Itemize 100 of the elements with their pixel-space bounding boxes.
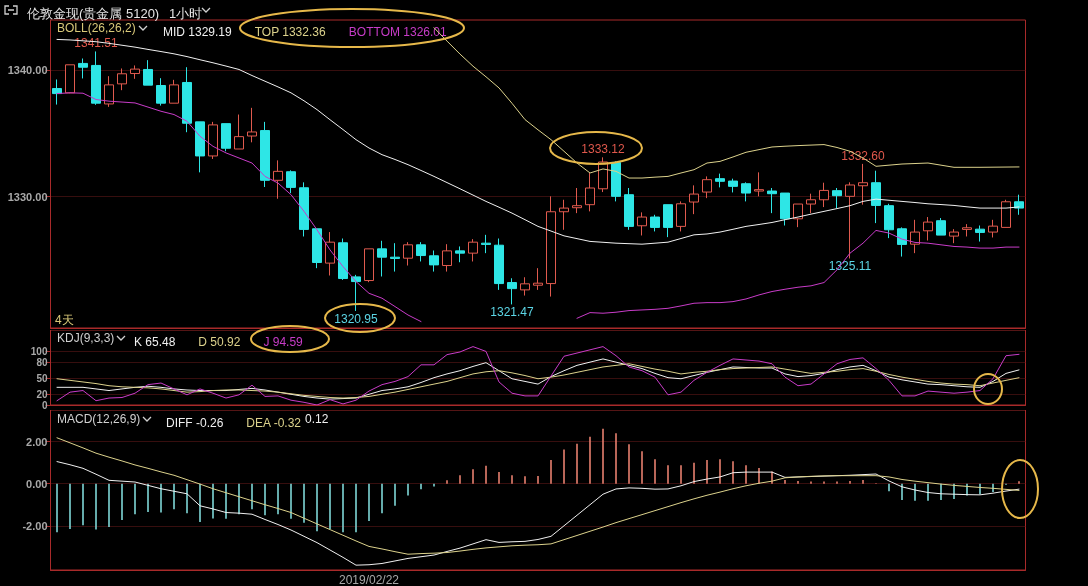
candlestick bbox=[936, 217, 946, 236]
candlestick bbox=[884, 203, 894, 239]
candlestick bbox=[650, 214, 660, 232]
y-tick-label: 2.00 bbox=[26, 435, 48, 448]
annotation: 1333.12 bbox=[581, 142, 626, 157]
candlestick bbox=[520, 276, 530, 297]
candlestick bbox=[910, 219, 920, 254]
candlestick bbox=[767, 187, 777, 214]
candlestick bbox=[676, 200, 686, 232]
candlestick bbox=[962, 223, 972, 237]
candlestick bbox=[819, 182, 829, 208]
candlestick bbox=[897, 226, 907, 258]
candlestick bbox=[793, 203, 803, 228]
candlestick bbox=[364, 248, 374, 283]
candlestick bbox=[949, 228, 959, 244]
series-label: MID 1329.19 bbox=[163, 25, 233, 39]
candlestick bbox=[637, 211, 647, 236]
candlestick bbox=[78, 58, 88, 79]
candlestick bbox=[455, 245, 465, 263]
line-series bbox=[56, 437, 1020, 555]
annotation: MACD(12,26,9) bbox=[57, 412, 141, 426]
candlestick bbox=[728, 178, 738, 193]
candlestick bbox=[221, 123, 231, 152]
candlestick bbox=[546, 195, 556, 298]
y-tick-label: 20 bbox=[36, 388, 48, 400]
candlestick bbox=[572, 187, 582, 214]
candlestick bbox=[416, 241, 426, 262]
candlestick bbox=[429, 250, 439, 273]
x-tick-label: 2019/02/22 bbox=[338, 573, 400, 586]
candlestick bbox=[143, 59, 153, 86]
candlestick bbox=[156, 77, 166, 107]
text: DEA -0.32 bbox=[246, 416, 302, 430]
candlestick bbox=[494, 238, 504, 291]
candlestick bbox=[585, 172, 595, 212]
candlestick bbox=[871, 170, 881, 224]
line-series bbox=[56, 346, 1020, 406]
candlestick bbox=[741, 181, 751, 202]
y-tick-label: 100 bbox=[30, 345, 48, 357]
candlestick bbox=[325, 231, 335, 276]
candlestick bbox=[195, 121, 205, 173]
candlestick bbox=[182, 66, 192, 133]
candlestick bbox=[663, 204, 673, 238]
candlestick bbox=[1014, 194, 1024, 216]
candlestick bbox=[208, 121, 218, 160]
candlestick bbox=[507, 277, 517, 305]
candlestick bbox=[390, 242, 400, 273]
candlestick bbox=[299, 181, 309, 237]
candlestick bbox=[338, 238, 348, 281]
line-series bbox=[56, 38, 1020, 245]
candlestick bbox=[442, 243, 452, 273]
chart-subtitle: 1小时 bbox=[169, 6, 203, 21]
candlestick bbox=[130, 64, 140, 80]
y-tick-label: 1340.00 bbox=[7, 64, 48, 77]
candlestick bbox=[169, 79, 179, 104]
candlestick bbox=[611, 160, 621, 202]
candlestick bbox=[715, 173, 725, 188]
candlestick bbox=[377, 240, 387, 277]
candlestick bbox=[468, 238, 478, 262]
candlestick bbox=[65, 64, 75, 94]
text: DIFF -0.26 bbox=[166, 416, 224, 430]
y-tick-label: 80 bbox=[36, 356, 48, 368]
candlestick bbox=[117, 67, 127, 91]
annotation: KDJ(9,3,3) bbox=[57, 331, 115, 345]
y-tick-label: 1330.00 bbox=[7, 190, 48, 203]
y-tick-label: -2.00 bbox=[22, 519, 48, 532]
candlestick bbox=[234, 114, 244, 150]
annotation: 0.12 bbox=[305, 412, 329, 426]
text: J 94.59 bbox=[263, 335, 304, 349]
candlestick bbox=[247, 107, 257, 143]
candlestick bbox=[858, 163, 868, 206]
candlestick bbox=[832, 187, 842, 209]
y-tick-label: 0 bbox=[41, 399, 48, 411]
candlestick bbox=[273, 159, 283, 200]
annotation: 4天 bbox=[55, 312, 74, 329]
candlestick bbox=[975, 225, 985, 243]
candlestick bbox=[104, 75, 114, 108]
annotation: 1320.95 bbox=[334, 311, 379, 326]
annotation: BOLL(26,26,2) bbox=[57, 21, 136, 35]
candlestick bbox=[91, 50, 101, 106]
text: D 50.92 bbox=[198, 335, 241, 349]
candlestick bbox=[923, 216, 933, 242]
candlestick bbox=[312, 228, 322, 269]
candlestick bbox=[481, 234, 491, 254]
candlestick bbox=[754, 171, 764, 197]
candlestick bbox=[702, 175, 712, 199]
candlestick bbox=[286, 169, 296, 194]
candlestick bbox=[988, 219, 998, 238]
candlestick bbox=[403, 241, 413, 267]
chart-title: 伦敦金现(贵金属 5120) bbox=[27, 6, 160, 21]
candlestick bbox=[533, 267, 543, 291]
annotation: 1325.11 bbox=[828, 259, 872, 274]
candlestick bbox=[52, 78, 62, 106]
y-tick-label: 50 bbox=[36, 372, 48, 384]
candlestick bbox=[780, 192, 790, 226]
text: TOP 1332.36 bbox=[254, 25, 326, 39]
text: K 65.48 bbox=[134, 335, 176, 349]
candlestick bbox=[689, 184, 699, 215]
candlestick bbox=[1001, 199, 1011, 228]
candlestick bbox=[260, 121, 270, 188]
candlestick bbox=[845, 181, 855, 259]
